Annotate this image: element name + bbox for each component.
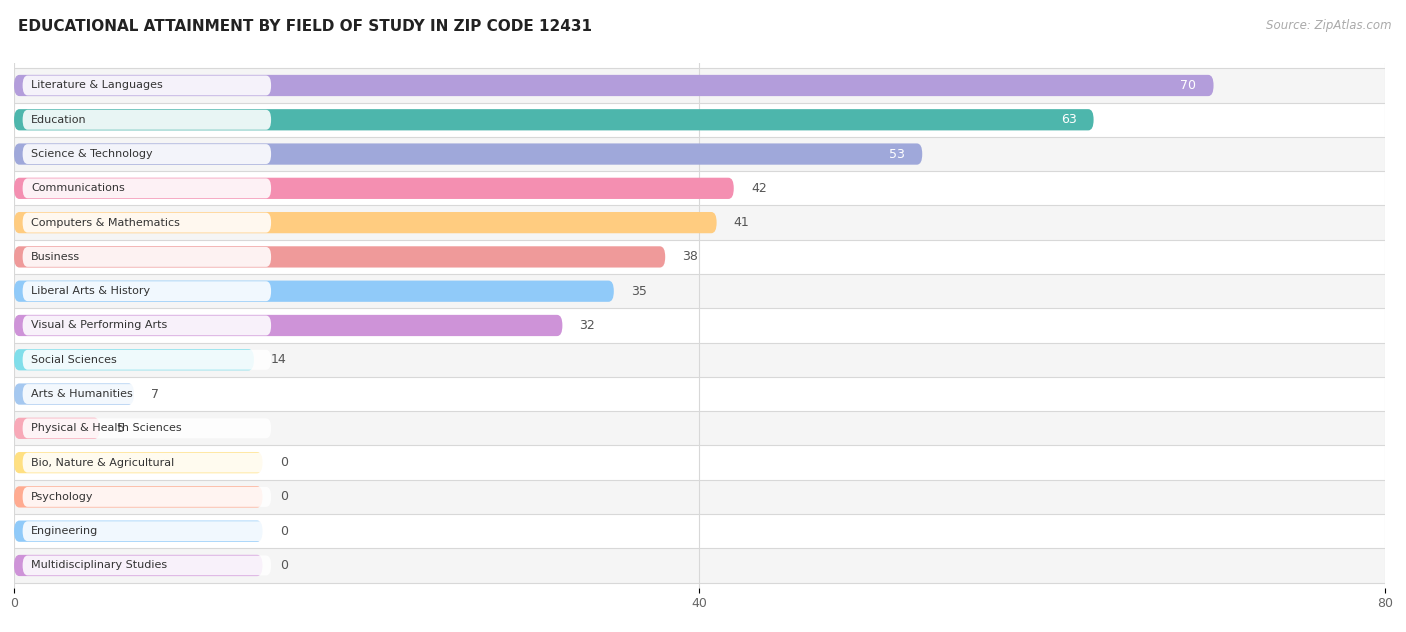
FancyBboxPatch shape — [14, 411, 1385, 446]
FancyBboxPatch shape — [14, 137, 1385, 171]
FancyBboxPatch shape — [14, 75, 1213, 96]
Text: Visual & Performing Arts: Visual & Performing Arts — [31, 320, 167, 331]
FancyBboxPatch shape — [14, 281, 614, 302]
Text: 42: 42 — [751, 182, 766, 195]
FancyBboxPatch shape — [14, 521, 263, 542]
FancyBboxPatch shape — [22, 247, 271, 267]
Text: Arts & Humanities: Arts & Humanities — [31, 389, 134, 399]
Text: 0: 0 — [280, 490, 288, 504]
FancyBboxPatch shape — [14, 212, 717, 233]
FancyBboxPatch shape — [14, 418, 100, 439]
FancyBboxPatch shape — [22, 350, 271, 370]
FancyBboxPatch shape — [14, 68, 1385, 102]
FancyBboxPatch shape — [22, 487, 271, 507]
FancyBboxPatch shape — [14, 171, 1385, 205]
Text: 32: 32 — [579, 319, 595, 332]
Text: 70: 70 — [1181, 79, 1197, 92]
Text: 5: 5 — [117, 422, 125, 435]
FancyBboxPatch shape — [14, 143, 922, 165]
Text: Source: ZipAtlas.com: Source: ZipAtlas.com — [1267, 19, 1392, 32]
Text: Business: Business — [31, 252, 80, 262]
Text: Social Sciences: Social Sciences — [31, 355, 117, 365]
FancyBboxPatch shape — [22, 315, 271, 336]
FancyBboxPatch shape — [22, 76, 271, 95]
FancyBboxPatch shape — [22, 178, 271, 198]
FancyBboxPatch shape — [14, 178, 734, 199]
Text: EDUCATIONAL ATTAINMENT BY FIELD OF STUDY IN ZIP CODE 12431: EDUCATIONAL ATTAINMENT BY FIELD OF STUDY… — [18, 19, 592, 34]
FancyBboxPatch shape — [22, 213, 271, 233]
FancyBboxPatch shape — [14, 377, 1385, 411]
FancyBboxPatch shape — [14, 315, 562, 336]
FancyBboxPatch shape — [22, 144, 271, 164]
Text: Literature & Languages: Literature & Languages — [31, 80, 163, 90]
Text: Multidisciplinary Studies: Multidisciplinary Studies — [31, 561, 167, 571]
FancyBboxPatch shape — [14, 349, 254, 370]
FancyBboxPatch shape — [14, 102, 1385, 137]
FancyBboxPatch shape — [14, 109, 1094, 130]
FancyBboxPatch shape — [22, 521, 271, 541]
FancyBboxPatch shape — [14, 480, 1385, 514]
Text: Communications: Communications — [31, 183, 125, 193]
Text: 38: 38 — [682, 250, 699, 264]
Text: 41: 41 — [734, 216, 749, 229]
Text: 35: 35 — [631, 284, 647, 298]
FancyBboxPatch shape — [14, 514, 1385, 549]
Text: Education: Education — [31, 115, 87, 125]
FancyBboxPatch shape — [14, 555, 263, 576]
Text: 7: 7 — [152, 387, 159, 401]
Text: Physical & Health Sciences: Physical & Health Sciences — [31, 423, 181, 434]
Text: Bio, Nature & Agricultural: Bio, Nature & Agricultural — [31, 458, 174, 468]
Text: Computers & Mathematics: Computers & Mathematics — [31, 217, 180, 228]
Text: Engineering: Engineering — [31, 526, 98, 536]
Text: 0: 0 — [280, 525, 288, 538]
FancyBboxPatch shape — [14, 308, 1385, 343]
FancyBboxPatch shape — [14, 549, 1385, 583]
Text: Psychology: Psychology — [31, 492, 94, 502]
FancyBboxPatch shape — [14, 246, 665, 267]
Text: Science & Technology: Science & Technology — [31, 149, 153, 159]
Text: Liberal Arts & History: Liberal Arts & History — [31, 286, 150, 296]
Text: 63: 63 — [1060, 113, 1077, 126]
FancyBboxPatch shape — [22, 418, 271, 438]
FancyBboxPatch shape — [14, 446, 1385, 480]
FancyBboxPatch shape — [22, 281, 271, 301]
Text: 14: 14 — [271, 353, 287, 367]
FancyBboxPatch shape — [14, 205, 1385, 240]
FancyBboxPatch shape — [14, 486, 263, 507]
Text: 0: 0 — [280, 559, 288, 572]
FancyBboxPatch shape — [22, 384, 271, 404]
FancyBboxPatch shape — [22, 110, 271, 130]
Text: 0: 0 — [280, 456, 288, 469]
FancyBboxPatch shape — [22, 556, 271, 575]
FancyBboxPatch shape — [14, 274, 1385, 308]
FancyBboxPatch shape — [22, 453, 271, 473]
FancyBboxPatch shape — [14, 384, 134, 404]
FancyBboxPatch shape — [14, 240, 1385, 274]
FancyBboxPatch shape — [14, 452, 263, 473]
FancyBboxPatch shape — [14, 343, 1385, 377]
Text: 53: 53 — [889, 147, 905, 161]
